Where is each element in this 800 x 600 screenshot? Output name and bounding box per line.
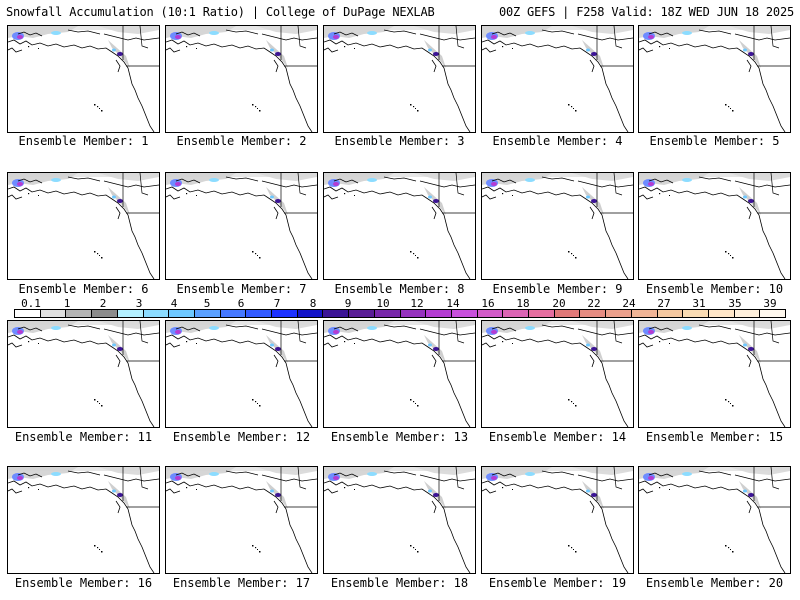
colorbar-swatch bbox=[657, 310, 684, 317]
ensemble-member-caption: Ensemble Member: 14 bbox=[488, 430, 627, 444]
colorbar-tick-label: 6 bbox=[237, 297, 245, 310]
ensemble-member-caption: Ensemble Member: 16 bbox=[14, 576, 153, 590]
ensemble-member-caption: Ensemble Member: 2 bbox=[176, 134, 307, 148]
colorbar-tick-label: 35 bbox=[728, 297, 742, 310]
colorbar-tick-label: 5 bbox=[203, 297, 211, 310]
colorbar-tick-label: 16 bbox=[481, 297, 495, 310]
colorbar-tick-label: 1 bbox=[63, 297, 71, 310]
ensemble-member-caption: Ensemble Member: 17 bbox=[172, 576, 311, 590]
colorbar-swatch bbox=[451, 310, 478, 317]
ensemble-member-map bbox=[165, 466, 318, 574]
colorbar-swatch bbox=[15, 310, 41, 317]
colorbar-swatch bbox=[503, 310, 530, 317]
ensemble-member-map bbox=[323, 466, 476, 574]
colorbar-swatch bbox=[400, 310, 427, 317]
colorbar-swatch bbox=[220, 310, 247, 317]
ensemble-member-caption: Ensemble Member: 12 bbox=[172, 430, 311, 444]
ensemble-member-map bbox=[7, 466, 160, 574]
ensemble-member-map bbox=[7, 172, 160, 280]
ensemble-member-caption: Ensemble Member: 3 bbox=[334, 134, 465, 148]
colorbar-swatch bbox=[426, 310, 452, 317]
ensemble-member-caption: Ensemble Member: 6 bbox=[18, 282, 149, 296]
ensemble-member-map bbox=[638, 25, 791, 133]
colorbar-tick-label: 0.1 bbox=[21, 297, 41, 310]
colorbar-swatch bbox=[477, 310, 504, 317]
ensemble-member-caption: Ensemble Member: 20 bbox=[645, 576, 784, 590]
ensemble-member-map bbox=[638, 320, 791, 428]
colorbar-tick-label: 24 bbox=[622, 297, 636, 310]
colorbar-swatch bbox=[246, 310, 273, 317]
colorbar-swatch bbox=[272, 310, 298, 317]
colorbar-tick-label: 27 bbox=[657, 297, 671, 310]
ensemble-member-map bbox=[638, 466, 791, 574]
colorbar-swatch bbox=[297, 310, 324, 317]
ensemble-member-map bbox=[481, 25, 634, 133]
colorbar-swatch bbox=[554, 310, 581, 317]
map-title: Snowfall Accumulation (10:1 Ratio) | Col… bbox=[6, 5, 435, 19]
ensemble-member-caption: Ensemble Member: 11 bbox=[14, 430, 153, 444]
colorbar-swatch bbox=[194, 310, 221, 317]
colorbar-swatch bbox=[683, 310, 709, 317]
colorbar-tick-label: 18 bbox=[516, 297, 530, 310]
ensemble-member-map bbox=[323, 25, 476, 133]
ensemble-member-map bbox=[7, 25, 160, 133]
colorbar-swatch bbox=[760, 310, 786, 317]
colorbar-swatch bbox=[40, 310, 67, 317]
colorbar-swatch bbox=[92, 310, 118, 317]
ensemble-member-map bbox=[481, 466, 634, 574]
ensemble-member-caption: Ensemble Member: 9 bbox=[492, 282, 623, 296]
colorbar-swatch bbox=[169, 310, 195, 317]
colorbar-tick-label: 20 bbox=[552, 297, 566, 310]
colorbar-swatch bbox=[606, 310, 632, 317]
snowfall-colorbar bbox=[14, 309, 786, 318]
model-run-info: 00Z GEFS | F258 Valid: 18Z WED JUN 18 20… bbox=[498, 5, 794, 19]
colorbar-swatch bbox=[66, 310, 93, 317]
ensemble-member-map bbox=[323, 172, 476, 280]
colorbar-tick-label: 9 bbox=[344, 297, 352, 310]
ensemble-member-caption: Ensemble Member: 1 bbox=[18, 134, 149, 148]
ensemble-member-caption: Ensemble Member: 15 bbox=[645, 430, 784, 444]
colorbar-tick-label: 14 bbox=[446, 297, 460, 310]
colorbar-swatch bbox=[708, 310, 735, 317]
colorbar-swatch bbox=[631, 310, 658, 317]
ensemble-member-caption: Ensemble Member: 10 bbox=[645, 282, 784, 296]
ensemble-member-map bbox=[7, 320, 160, 428]
colorbar-tick-label: 22 bbox=[587, 297, 601, 310]
ensemble-member-caption: Ensemble Member: 5 bbox=[649, 134, 780, 148]
colorbar-tick-label: 2 bbox=[99, 297, 107, 310]
ensemble-member-map bbox=[638, 172, 791, 280]
ensemble-member-map bbox=[165, 25, 318, 133]
colorbar-tick-label: 8 bbox=[309, 297, 317, 310]
ensemble-member-map bbox=[323, 320, 476, 428]
colorbar-swatch bbox=[374, 310, 401, 317]
ensemble-member-map bbox=[481, 172, 634, 280]
colorbar-swatch bbox=[143, 310, 170, 317]
colorbar-swatch bbox=[529, 310, 555, 317]
colorbar-swatch bbox=[349, 310, 375, 317]
colorbar-tick-label: 12 bbox=[410, 297, 424, 310]
colorbar-tick-label: 31 bbox=[692, 297, 706, 310]
ensemble-member-caption: Ensemble Member: 19 bbox=[488, 576, 627, 590]
colorbar-tick-label: 3 bbox=[135, 297, 143, 310]
colorbar-swatch bbox=[117, 310, 144, 317]
ensemble-member-map bbox=[481, 320, 634, 428]
ensemble-member-caption: Ensemble Member: 4 bbox=[492, 134, 623, 148]
colorbar-swatch bbox=[734, 310, 761, 317]
colorbar-tick-label: 39 bbox=[763, 297, 777, 310]
ensemble-member-caption: Ensemble Member: 18 bbox=[330, 576, 469, 590]
ensemble-member-map bbox=[165, 320, 318, 428]
colorbar-tick-label: 10 bbox=[376, 297, 390, 310]
colorbar-tick-label: 7 bbox=[273, 297, 281, 310]
colorbar-tick-label: 4 bbox=[170, 297, 178, 310]
colorbar-swatch bbox=[580, 310, 607, 317]
ensemble-member-map bbox=[165, 172, 318, 280]
ensemble-member-caption: Ensemble Member: 13 bbox=[330, 430, 469, 444]
ensemble-member-caption: Ensemble Member: 7 bbox=[176, 282, 307, 296]
colorbar-swatch bbox=[323, 310, 350, 317]
ensemble-member-caption: Ensemble Member: 8 bbox=[334, 282, 465, 296]
